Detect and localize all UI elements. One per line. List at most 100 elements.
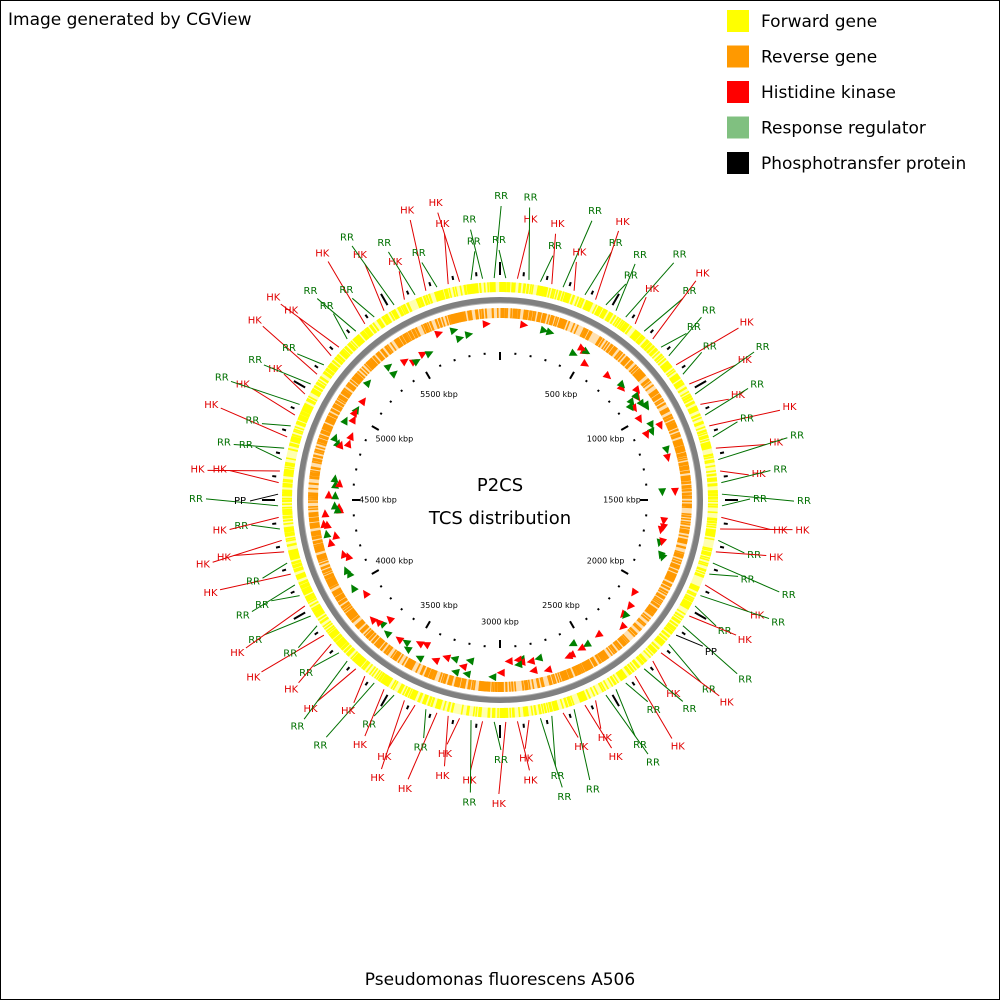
feature-leader — [498, 721, 507, 795]
scale-tick — [438, 632, 442, 636]
feature-leader — [493, 205, 502, 279]
tcs-marker — [658, 550, 666, 560]
scale-tick — [569, 620, 575, 629]
feature-leader — [704, 584, 749, 613]
feature-label: RR — [524, 193, 538, 204]
feature-leader — [562, 712, 579, 738]
feature-label: HK — [429, 198, 444, 209]
feature-leader — [261, 634, 325, 673]
feature-leader — [280, 303, 340, 348]
feature-label: RR — [377, 238, 391, 249]
tcs-marker — [636, 398, 645, 408]
feature-leader — [721, 516, 771, 530]
scale-tick — [371, 569, 380, 575]
feature-label: HK — [370, 773, 385, 784]
credit: Image generated by CGView — [8, 10, 252, 30]
feature-leader — [364, 263, 385, 311]
tcs-marker — [539, 325, 549, 334]
outer-tick — [405, 705, 410, 710]
feature-label: HK — [236, 379, 251, 390]
feature-label: RR — [282, 343, 296, 354]
feature-label: RR — [412, 248, 426, 259]
scale-label: 5500 kbp — [420, 390, 458, 399]
feature-leader — [595, 230, 620, 300]
feature-label: HK — [377, 752, 392, 763]
tcs-marker — [403, 646, 413, 655]
feature-label: HK — [769, 437, 784, 448]
feature-leader — [262, 325, 318, 375]
feature-label: RR — [290, 722, 304, 733]
tcs-marker — [415, 655, 425, 663]
feature-label: HK — [769, 553, 784, 564]
tcs-marker — [320, 519, 329, 529]
scale-tick — [358, 544, 362, 547]
feature-label: RR — [633, 250, 647, 261]
feature-label: HK — [400, 206, 415, 217]
outer-tick — [631, 314, 636, 319]
feature-leader — [709, 573, 739, 577]
tcs-marker — [622, 610, 631, 619]
feature-leader — [212, 539, 282, 563]
feature-label: RR — [702, 684, 716, 695]
outer-tick — [314, 364, 319, 369]
feature-leader — [715, 443, 767, 449]
tcs-marker — [344, 566, 352, 576]
tcs-marker — [449, 327, 459, 336]
outer-tick — [451, 275, 455, 281]
tcs-marker — [580, 358, 590, 367]
feature-leader — [251, 584, 296, 613]
feature-label: RR — [773, 464, 787, 475]
feature-leader — [524, 720, 530, 749]
feature-leader — [364, 689, 385, 737]
outer-tick — [428, 713, 432, 719]
feature-label: HK — [303, 704, 318, 715]
feature-leader — [715, 551, 767, 557]
feature-label: RR — [246, 576, 260, 587]
feature-label: RR — [313, 740, 327, 751]
tcs-marker — [660, 516, 669, 526]
scale-tick — [569, 371, 575, 380]
outer-tick — [713, 428, 719, 432]
tcs-marker — [657, 525, 666, 535]
legend-swatch — [727, 81, 749, 103]
feature-leader — [313, 652, 340, 668]
feature-label: RR — [189, 494, 203, 505]
feature-label: RR — [683, 704, 697, 715]
feature-leader — [251, 387, 296, 416]
feature-label: HK — [572, 247, 587, 258]
tcs-marker — [619, 621, 628, 631]
tcs-marker — [529, 666, 538, 674]
feature-leader — [634, 296, 647, 325]
feature-label: HK — [284, 684, 299, 695]
tcs-marker — [363, 589, 371, 599]
feature-leader — [249, 493, 279, 502]
feature-leader — [437, 212, 461, 282]
tcs-marker — [389, 370, 398, 379]
outer-tick — [694, 380, 707, 389]
scale-tick — [558, 364, 562, 368]
feature-leader — [615, 689, 636, 737]
feature-leader — [263, 615, 311, 636]
tcs-marker — [395, 636, 405, 645]
scale-tick — [632, 438, 636, 442]
scale-tick — [400, 389, 404, 393]
outer-tick — [694, 611, 707, 620]
tcs-marker — [625, 402, 634, 412]
tcs-marker — [576, 343, 586, 351]
feature-leader — [245, 605, 306, 649]
scale-tick — [617, 412, 621, 415]
tcs-marker — [345, 552, 354, 562]
feature-leader — [540, 255, 554, 282]
feature-label: RR — [782, 590, 796, 601]
feature-leader — [584, 251, 613, 296]
feature-leader — [660, 652, 720, 697]
feature-label: HK — [524, 775, 539, 786]
feature-label: RR — [586, 784, 600, 795]
feature-leader — [643, 298, 684, 332]
feature-leader — [219, 573, 291, 591]
feature-leader — [605, 283, 627, 306]
feature-leader — [625, 262, 675, 318]
tcs-marker — [646, 419, 654, 429]
scale-tick — [425, 371, 431, 380]
feature-label: RR — [753, 494, 767, 505]
